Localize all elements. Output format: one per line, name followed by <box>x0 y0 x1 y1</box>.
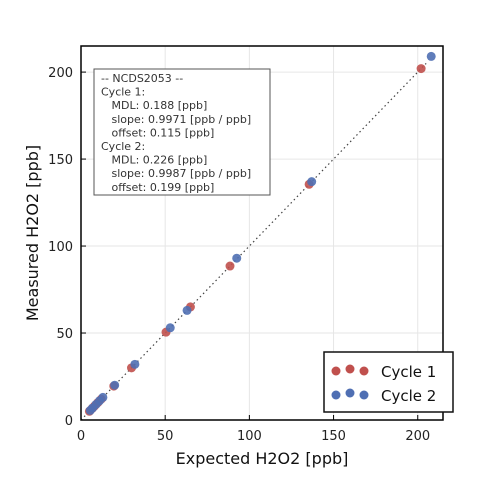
data-point-cycle-2 <box>182 305 192 315</box>
annotation-line: offset: 0.115 [ppb] <box>101 126 214 139</box>
legend-marker-cycle-2 <box>331 388 369 400</box>
data-point-cycle-2 <box>426 51 436 61</box>
x-tick-label: 150 <box>321 429 346 444</box>
data-points <box>84 51 436 416</box>
legend-frame <box>323 351 454 413</box>
data-point-cycle-2 <box>130 359 140 369</box>
data-point-cycle-1 <box>416 64 426 74</box>
annotation-line: offset: 0.199 [ppb] <box>101 181 214 194</box>
legend-dot <box>359 390 369 400</box>
annotation-line: slope: 0.9987 [ppb / ppb] <box>101 167 251 180</box>
y-tick-label: 50 <box>56 327 73 342</box>
legend-label-cycle-1: Cycle 1 <box>381 363 436 381</box>
reference-line-layer <box>80 62 427 421</box>
annotation-line: MDL: 0.226 [ppb] <box>101 154 207 167</box>
x-tick-label: 50 <box>157 429 174 444</box>
plot-frame <box>80 45 444 421</box>
legend-dot <box>345 388 355 398</box>
y-tick-label: 0 <box>65 414 73 429</box>
data-point-cycle-2 <box>98 392 108 402</box>
annotation-line: Cycle 1: <box>101 86 145 99</box>
annotation-frame <box>93 68 271 196</box>
annotation-text: -- NCDS2053 --Cycle 1: MDL: 0.188 [ppb] … <box>101 72 251 194</box>
y-tick-label: 200 <box>48 66 73 81</box>
data-point-cycle-2 <box>165 323 175 333</box>
x-tick-label: 100 <box>237 429 262 444</box>
data-point-cycle-2 <box>110 380 120 390</box>
legend-dot <box>359 366 369 376</box>
legend-dot <box>345 364 355 374</box>
x-tick-label: 0 <box>77 429 85 444</box>
y-axis-label: Measured H2O2 [ppb] <box>23 145 42 321</box>
annotation-line: MDL: 0.188 [ppb] <box>101 99 207 112</box>
legend-dot <box>331 390 341 400</box>
annotation-line: slope: 0.9971 [ppb / ppb] <box>101 113 251 126</box>
legend-marker-cycle-1 <box>331 364 369 376</box>
x-tick-label: 200 <box>405 429 430 444</box>
annotation-line: -- NCDS2053 -- <box>101 72 183 85</box>
y-tick-label: 100 <box>48 240 73 255</box>
legend: Cycle 1 Cycle 2 <box>323 351 454 413</box>
y-tick-label: 150 <box>48 153 73 168</box>
legend-label-cycle-2: Cycle 2 <box>381 387 436 405</box>
data-point-cycle-1 <box>225 261 235 271</box>
axis-ticks: 0 50 100 150 200 0 50 100 150 200 <box>48 66 430 444</box>
x-axis-label: Expected H2O2 [ppb] <box>176 449 349 468</box>
data-point-cycle-2 <box>232 253 242 263</box>
data-point-cycle-2 <box>307 177 317 187</box>
annotation-box: -- NCDS2053 --Cycle 1: MDL: 0.188 [ppb] … <box>93 68 271 196</box>
one-to-one-reference-line <box>80 62 427 421</box>
annotation-line: Cycle 2: <box>101 140 145 153</box>
legend-dot <box>331 366 341 376</box>
